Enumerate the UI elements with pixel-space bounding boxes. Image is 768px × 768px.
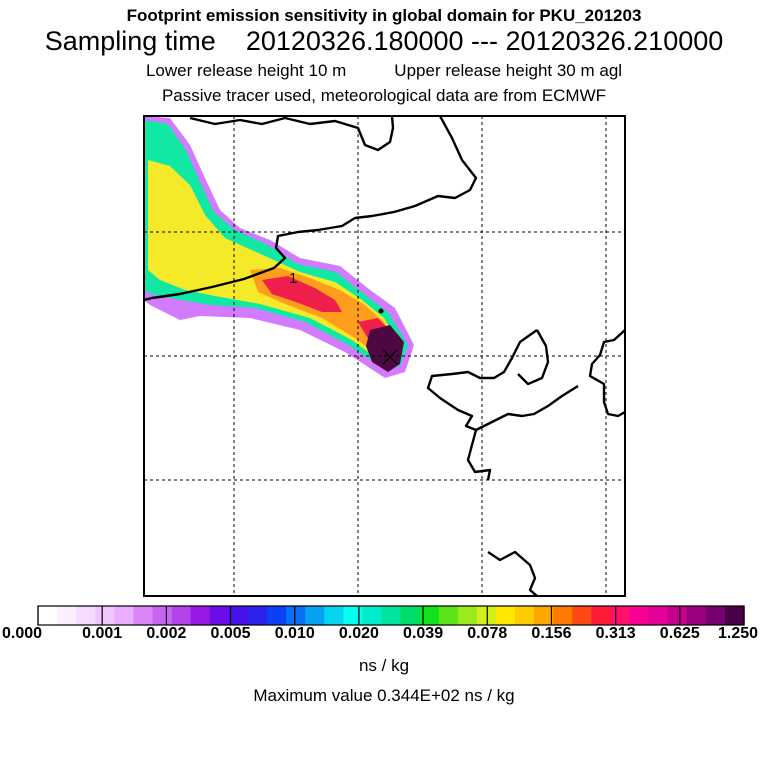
colorbar-swatch [686,606,707,625]
lower-release-height: Lower release height 10 m [145,61,347,80]
colorbar-swatch [95,606,115,625]
emission-sensitivity-plume [144,116,414,378]
colorbar-swatch [419,606,440,625]
tracer-subtitle: Passive tracer used, meteorological data… [161,86,607,105]
colorbar-swatch [724,606,745,625]
release-point-number: 1 [289,270,297,287]
colorbar-tick-label: 0.039 [403,625,444,642]
release-site [378,308,398,365]
colorbar-swatch [209,606,230,625]
colorbar-tick-label: 0.625 [659,625,700,642]
colorbar-swatch [572,606,592,625]
colorbar-swatch [171,606,192,625]
colorbar-tick-labels: 0.000 0.001 0.002 0.005 0.010 0.020 0.039 0.078… [0,625,768,649]
colorbar-tick-label: 0.001 [82,625,123,642]
coastlines [144,116,625,596]
colorbar-swatch [629,606,650,625]
receptor-cross-marker [382,349,398,365]
colorbar-tick-label: 0.002 [146,625,187,642]
colorbar-swatch [553,606,573,625]
colorbar-swatch [57,606,77,625]
colorbar-swatch [457,606,478,625]
colorbar-swatch [266,606,287,625]
plume-red-core [262,276,342,312]
colorbar-swatch [610,606,631,625]
lat-lon-grid [144,116,625,596]
colorbar-swatch [38,606,58,625]
colorbar-border [37,605,745,626]
colorbar-swatch [648,606,669,625]
sampling-time-line: Sampling time 20120326.180000 --- 201203… [0,26,768,57]
colorbar-swatch [152,606,173,625]
colorbar-swatch [324,606,344,625]
upper-release-height: Upper release height 30 m agl [394,61,623,80]
colorbar-swatch [495,606,516,625]
colorbar-swatch [228,606,249,625]
release-point-marker [378,308,384,314]
colorbar-swatch [534,606,554,625]
colorbar-swatch [190,606,211,625]
colorbar-swatch [515,606,535,625]
colorbar-tick-label: 0.000 [1,625,43,642]
plume-maximum-cell [366,325,404,372]
colorbar-swatch [247,606,268,625]
colorbar-swatch [591,606,612,625]
map-frame [143,115,626,597]
sampling-time-label: Sampling time [44,26,216,56]
colorbar-tick-label: 0.156 [531,625,572,642]
release-height-line: Lower release height 10 m Upper release h… [0,61,768,81]
colorbar-swatch [381,606,402,625]
colorbar-tick-label: 0.005 [210,625,251,642]
maximum-value-text: Maximum value 0.344E+02 ns / kg [253,686,515,705]
sampling-time-range: 20120326.180000 --- 20120326.210000 [245,26,724,56]
figure-title: Footprint emission sensitivity in global… [126,6,642,25]
colorbar-tick-label: 1.250 [717,625,759,642]
colorbar-tick-label: 0.010 [274,625,315,642]
colorbar-swatch [667,606,688,625]
colorbar [37,605,745,626]
colorbar-tick-label: 0.078 [467,625,508,642]
colorbar-swatch [400,606,421,625]
colorbar-swatch [286,606,306,625]
colorbar-swatch [343,606,363,625]
colorbar-units: ns / kg [358,656,410,675]
colorbar-swatch [76,606,96,625]
colorbar-swatch [705,606,726,625]
colorbar-swatch [305,606,325,625]
colorbar-swatch [133,606,154,625]
colorbar-swatch [438,606,459,625]
colorbar-swatch [114,606,135,625]
colorbar-tick-label: 0.313 [595,625,636,642]
colorbar-swatch [362,606,383,625]
colorbar-tick-label: 0.020 [338,625,379,642]
